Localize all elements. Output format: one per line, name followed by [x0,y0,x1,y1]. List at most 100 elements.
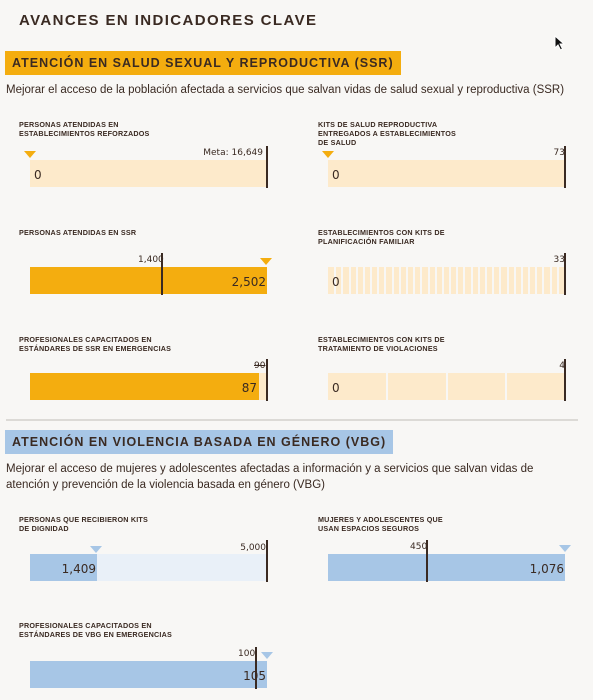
progress-marker-icon [24,151,36,158]
indicator-personas-atendidas-establecimientos: PERSONAS ATENDIDAS EN ESTABLECIMIENTOS R… [19,120,269,190]
indicator-profesionales-vbg: PROFESIONALES CAPACITADOS EN ESTÁNDARES … [19,621,273,691]
target-line [564,359,566,401]
target-value: 33 [553,255,565,265]
segment-divider [535,267,538,294]
current-value: 0 [332,168,340,182]
segment-divider [449,267,452,294]
indicator-label: PERSONAS ATENDIDAS EN ESTABLECIMIENTOS R… [19,120,150,138]
indicator-label: MUJERES Y ADOLESCENTES QUE USAN ESPACIOS… [318,515,443,533]
segment-divider [377,267,380,294]
segment-divider [506,267,509,294]
progress-fill [30,661,267,688]
current-value: 1,076 [529,562,564,576]
ssr-section-header: ATENCIÓN EN SALUD SEXUAL Y REPRODUCTIVA … [5,51,401,75]
indicator-personas-atendidas-ssr: PERSONAS ATENDIDAS EN SSR 1,400 2,502 [19,228,272,298]
section-divider [6,419,578,421]
segment-divider [420,267,423,294]
target-value: 4 [559,361,565,371]
current-value: 0 [34,168,42,182]
indicator-label: PERSONAS ATENDIDAS EN SSR [19,228,137,237]
target-line [426,540,428,582]
progress-fill [30,373,260,400]
segment-divider [362,267,365,294]
segment-divider [499,267,502,294]
target-line [266,540,268,582]
segment-divider [370,267,373,294]
segment-divider [492,267,495,294]
indicator-label: PERSONAS QUE RECIBIERON KITS DE DIGNIDAD [19,515,149,533]
segment-divider [334,267,337,294]
segment-divider [441,267,444,294]
segment-divider [520,267,523,294]
vbg-section-header: ATENCIÓN EN VIOLENCIA BASADA EN GÉNERO (… [5,430,394,454]
target-line [255,647,257,689]
progress-track: 1,409 [30,554,267,581]
progress-fill [328,554,565,581]
segment-divider [528,267,531,294]
progress-fill [30,267,267,294]
current-value: 2,502 [231,275,266,289]
progress-marker-icon [90,546,102,553]
segment-divider [413,267,416,294]
target-value: 450 [410,542,428,552]
segment-divider [434,267,437,294]
progress-track: 105 [30,661,267,688]
segment-divider [355,267,358,294]
indicator-label: PROFESIONALES CAPACITADOS EN ESTÁNDARES … [19,335,172,353]
vbg-section-description: Mejorar el acceso de mujeres y adolescen… [6,463,534,491]
segment-divider [398,267,401,294]
segment-divider [504,373,507,400]
progress-track: 0 [328,267,565,294]
target-value: 90 [254,361,266,371]
target-line [161,253,163,295]
target-value: 1,400 [138,255,164,265]
segment-divider [427,267,430,294]
ssr-section-description: Mejorar el acceso de la población afecta… [6,84,565,96]
current-value: 0 [332,275,340,289]
target-line [266,359,268,401]
progress-track: 0 [328,373,565,400]
target-value: 5,000 [240,543,266,553]
indicator-label: PROFESIONALES CAPACITADOS EN ESTÁNDARES … [19,621,172,639]
segment-divider [341,267,344,294]
segment-divider [513,267,516,294]
progress-track: 2,502 [30,267,267,294]
progress-track: 87 [30,373,267,400]
progress-track: 0 [30,160,267,187]
segment-divider [384,267,387,294]
indicator-profesionales-ssr: PROFESIONALES CAPACITADOS EN ESTÁNDARES … [19,335,269,405]
current-value: 87 [241,381,257,395]
current-value: 0 [332,381,340,395]
target-value: 100 [238,649,256,659]
segment-divider [456,267,459,294]
segment-divider [549,267,552,294]
indicator-label: ESTABLECIMIENTOS CON KITS DE PLANIFICACI… [318,228,445,246]
segment-divider [542,267,545,294]
target-value: Meta: 16,649 [203,148,263,158]
progress-marker-icon [559,545,571,552]
indicator-kits-planificacion-familiar: ESTABLECIMIENTOS CON KITS DE PLANIFICACI… [318,228,568,298]
target-line [564,253,566,295]
progress-track: 1,076 [328,554,565,581]
indicator-kits-tratamiento-violaciones: ESTABLECIMIENTOS CON KITS DE TRATAMIENTO… [318,335,568,405]
progress-track: 0 [328,160,565,187]
current-value: 105 [243,669,266,683]
segment-divider [485,267,487,294]
segment-divider [391,267,394,294]
indicator-kits-dignidad: PERSONAS QUE RECIBIERON KITS DE DIGNIDAD… [19,515,269,585]
indicator-espacios-seguros: MUJERES Y ADOLESCENTES QUE USAN ESPACIOS… [318,515,571,585]
indicator-kits-salud-reproductiva: KITS DE SALUD REPRODUCTIVA ENTREGADOS A … [318,120,568,190]
progress-marker-icon [261,652,273,659]
indicator-label: KITS DE SALUD REPRODUCTIVA ENTREGADOS A … [318,120,456,147]
target-line [564,146,566,188]
progress-marker-icon [260,258,272,265]
current-value: 1,409 [61,562,96,576]
segment-divider [386,373,389,400]
segment-divider [463,267,466,294]
progress-fill [30,554,97,581]
segment-divider [470,267,473,294]
progress-marker-icon [322,151,334,158]
target-value: 73 [553,148,565,158]
indicator-label: ESTABLECIMIENTOS CON KITS DE TRATAMIENTO… [318,335,445,353]
segment-divider [477,267,480,294]
